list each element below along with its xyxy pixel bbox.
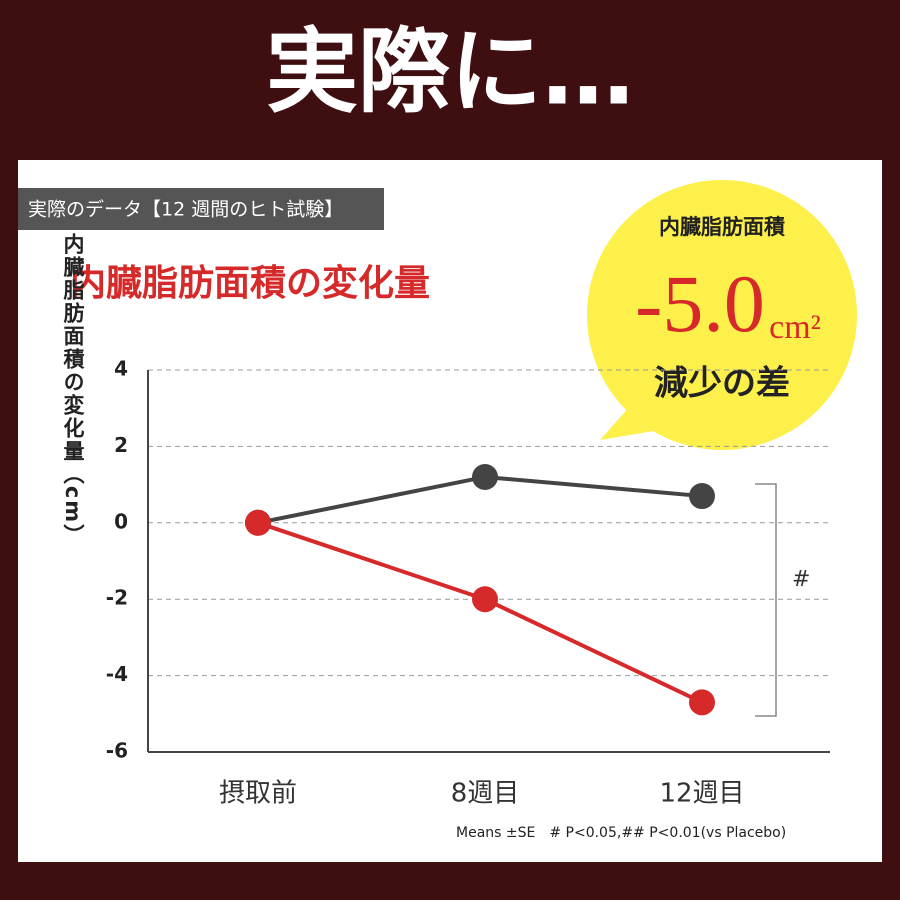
point bbox=[689, 483, 715, 510]
callout-value: -5.0 bbox=[635, 258, 765, 349]
badge: 実際のデータ【12 週間のヒト試験】 bbox=[28, 199, 343, 221]
header: 実際に… bbox=[266, 18, 634, 125]
x-tick-label: 12週目 bbox=[659, 779, 744, 809]
footnote: Means ±SE # P<0.05,## P<0.01(vs Placebo) bbox=[456, 825, 786, 841]
point bbox=[245, 509, 271, 536]
badge-bg bbox=[18, 188, 384, 230]
callout-caption: 減少の差 bbox=[654, 364, 790, 404]
point bbox=[472, 463, 498, 490]
y-tick-label: 0 bbox=[114, 509, 128, 533]
x-tick-label: 8週目 bbox=[451, 779, 520, 809]
point bbox=[689, 689, 715, 716]
y-axis-label: 内臓脂肪面積の変化量（cm） bbox=[61, 232, 85, 547]
y-tick-label: 2 bbox=[114, 433, 128, 457]
y-tick-label: 4 bbox=[114, 357, 128, 381]
callout-label: 内臓脂肪面積 bbox=[659, 215, 786, 239]
point bbox=[472, 586, 498, 613]
callout bbox=[587, 180, 857, 450]
callout-unit: cm² bbox=[769, 309, 821, 346]
y-tick-label: -4 bbox=[106, 662, 128, 686]
x-tick-label: 摂取前 bbox=[219, 779, 297, 809]
chart-title: 内臓脂肪面積の変化量 bbox=[70, 262, 430, 304]
significance-mark: # bbox=[792, 567, 810, 592]
significance-bracket bbox=[755, 483, 777, 717]
y-tick-label: -2 bbox=[106, 586, 128, 610]
y-tick-label: -6 bbox=[106, 739, 128, 763]
